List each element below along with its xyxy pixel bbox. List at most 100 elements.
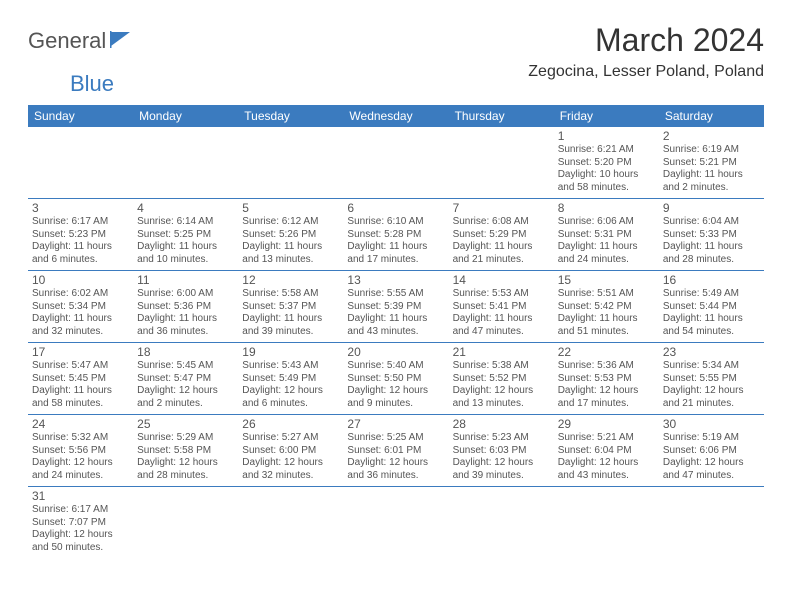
day-header: Wednesday xyxy=(343,105,448,127)
day-number: 8 xyxy=(558,201,655,215)
day-detail: Daylight: 12 hours xyxy=(663,457,760,470)
day-detail: and 47 minutes. xyxy=(453,326,550,339)
day-number: 20 xyxy=(347,345,444,359)
day-detail: and 21 minutes. xyxy=(663,398,760,411)
day-number: 3 xyxy=(32,201,129,215)
day-detail: and 17 minutes. xyxy=(558,398,655,411)
day-detail: Daylight: 12 hours xyxy=(32,529,129,542)
day-detail: Sunrise: 5:29 AM xyxy=(137,432,234,445)
day-detail: Sunrise: 6:06 AM xyxy=(558,216,655,229)
day-detail: Daylight: 11 hours xyxy=(558,313,655,326)
day-detail: Daylight: 11 hours xyxy=(32,313,129,326)
day-detail: and 2 minutes. xyxy=(137,398,234,411)
day-detail: and 24 minutes. xyxy=(32,470,129,483)
day-detail: Sunset: 5:25 PM xyxy=(137,229,234,242)
day-detail: and 17 minutes. xyxy=(347,254,444,267)
day-detail: Sunset: 5:47 PM xyxy=(137,373,234,386)
day-detail: and 39 minutes. xyxy=(453,470,550,483)
day-number: 18 xyxy=(137,345,234,359)
day-detail: Sunrise: 6:02 AM xyxy=(32,288,129,301)
day-detail: Sunrise: 5:53 AM xyxy=(453,288,550,301)
day-detail: Daylight: 11 hours xyxy=(663,241,760,254)
day-number: 1 xyxy=(558,129,655,143)
day-detail: Daylight: 12 hours xyxy=(242,457,339,470)
day-detail: and 58 minutes. xyxy=(32,398,129,411)
calendar-cell: 11Sunrise: 6:00 AMSunset: 5:36 PMDayligh… xyxy=(133,271,238,343)
day-detail: and 58 minutes. xyxy=(558,182,655,195)
calendar-cell xyxy=(133,127,238,199)
calendar-cell: 7Sunrise: 6:08 AMSunset: 5:29 PMDaylight… xyxy=(449,199,554,271)
calendar-cell: 27Sunrise: 5:25 AMSunset: 6:01 PMDayligh… xyxy=(343,415,448,487)
day-detail: Sunrise: 5:55 AM xyxy=(347,288,444,301)
day-detail: and 9 minutes. xyxy=(347,398,444,411)
day-detail: Sunrise: 5:27 AM xyxy=(242,432,339,445)
day-number: 22 xyxy=(558,345,655,359)
day-number: 31 xyxy=(32,489,129,503)
day-detail: Sunrise: 6:10 AM xyxy=(347,216,444,229)
calendar-cell: 21Sunrise: 5:38 AMSunset: 5:52 PMDayligh… xyxy=(449,343,554,415)
day-detail: Sunset: 5:28 PM xyxy=(347,229,444,242)
day-detail: Sunset: 5:50 PM xyxy=(347,373,444,386)
logo-text-blue: Blue xyxy=(70,71,114,96)
calendar-cell: 4Sunrise: 6:14 AMSunset: 5:25 PMDaylight… xyxy=(133,199,238,271)
day-detail: and 43 minutes. xyxy=(347,326,444,339)
day-detail: Sunset: 5:34 PM xyxy=(32,301,129,314)
day-header: Monday xyxy=(133,105,238,127)
day-detail: and 39 minutes. xyxy=(242,326,339,339)
calendar-cell xyxy=(659,487,764,559)
day-number: 17 xyxy=(32,345,129,359)
calendar-cell xyxy=(238,487,343,559)
day-number: 12 xyxy=(242,273,339,287)
day-detail: Sunset: 5:31 PM xyxy=(558,229,655,242)
day-detail: and 10 minutes. xyxy=(137,254,234,267)
day-detail: and 28 minutes. xyxy=(663,254,760,267)
day-detail: and 50 minutes. xyxy=(32,542,129,555)
day-detail: and 13 minutes. xyxy=(453,398,550,411)
day-detail: Sunrise: 5:25 AM xyxy=(347,432,444,445)
day-detail: Sunset: 5:49 PM xyxy=(242,373,339,386)
day-detail: Sunrise: 6:12 AM xyxy=(242,216,339,229)
day-detail: Sunset: 5:41 PM xyxy=(453,301,550,314)
day-detail: and 32 minutes. xyxy=(242,470,339,483)
calendar-cell xyxy=(554,487,659,559)
day-number: 28 xyxy=(453,417,550,431)
day-detail: Sunset: 5:29 PM xyxy=(453,229,550,242)
calendar-cell: 10Sunrise: 6:02 AMSunset: 5:34 PMDayligh… xyxy=(28,271,133,343)
day-detail: Sunset: 6:06 PM xyxy=(663,445,760,458)
day-detail: Sunset: 6:04 PM xyxy=(558,445,655,458)
day-detail: Daylight: 12 hours xyxy=(558,457,655,470)
calendar-cell xyxy=(449,487,554,559)
day-detail: Sunset: 5:36 PM xyxy=(137,301,234,314)
calendar-cell: 28Sunrise: 5:23 AMSunset: 6:03 PMDayligh… xyxy=(449,415,554,487)
day-detail: and 36 minutes. xyxy=(137,326,234,339)
day-number: 16 xyxy=(663,273,760,287)
calendar-cell xyxy=(343,487,448,559)
calendar-cell: 24Sunrise: 5:32 AMSunset: 5:56 PMDayligh… xyxy=(28,415,133,487)
day-detail: Sunset: 5:56 PM xyxy=(32,445,129,458)
day-detail: Sunset: 5:55 PM xyxy=(663,373,760,386)
day-detail: and 6 minutes. xyxy=(242,398,339,411)
calendar-cell xyxy=(28,127,133,199)
day-detail: Sunrise: 5:40 AM xyxy=(347,360,444,373)
day-number: 30 xyxy=(663,417,760,431)
day-number: 5 xyxy=(242,201,339,215)
day-detail: Sunrise: 5:58 AM xyxy=(242,288,339,301)
day-detail: Daylight: 10 hours xyxy=(558,169,655,182)
day-number: 4 xyxy=(137,201,234,215)
day-detail: and 36 minutes. xyxy=(347,470,444,483)
day-detail: Daylight: 11 hours xyxy=(347,241,444,254)
day-detail: Sunrise: 5:19 AM xyxy=(663,432,760,445)
calendar-cell: 3Sunrise: 6:17 AMSunset: 5:23 PMDaylight… xyxy=(28,199,133,271)
day-detail: and 6 minutes. xyxy=(32,254,129,267)
day-detail: Daylight: 11 hours xyxy=(663,169,760,182)
calendar-cell: 8Sunrise: 6:06 AMSunset: 5:31 PMDaylight… xyxy=(554,199,659,271)
day-detail: Sunrise: 5:43 AM xyxy=(242,360,339,373)
day-detail: Sunrise: 5:51 AM xyxy=(558,288,655,301)
day-detail: Sunset: 5:26 PM xyxy=(242,229,339,242)
calendar-cell: 26Sunrise: 5:27 AMSunset: 6:00 PMDayligh… xyxy=(238,415,343,487)
day-detail: Daylight: 12 hours xyxy=(663,385,760,398)
day-number: 21 xyxy=(453,345,550,359)
day-detail: Sunset: 6:03 PM xyxy=(453,445,550,458)
calendar-cell: 1Sunrise: 6:21 AMSunset: 5:20 PMDaylight… xyxy=(554,127,659,199)
calendar-cell: 25Sunrise: 5:29 AMSunset: 5:58 PMDayligh… xyxy=(133,415,238,487)
